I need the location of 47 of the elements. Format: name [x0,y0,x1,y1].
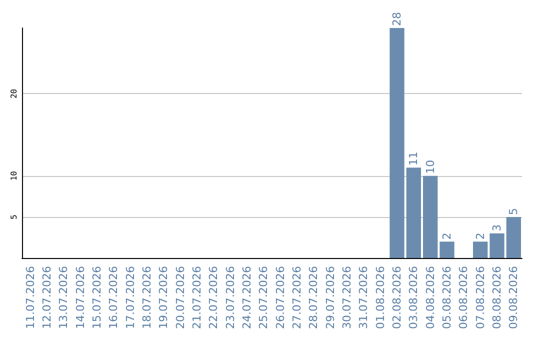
x-tick-label: 09.08.2026 [507,266,520,330]
x-tick-label: 31.07.2026 [357,266,370,330]
bar [490,233,504,258]
x-tick-label: 30.07.2026 [340,266,354,330]
data-label: 5 [507,208,520,215]
bar [390,28,404,258]
x-tick-label: 18.07.2026 [140,266,154,330]
data-label: 3 [490,224,504,232]
x-tick-label: 14.07.2026 [74,266,87,330]
x-tick-label: 17.07.2026 [124,266,137,330]
x-tick-label: 22.07.2026 [207,266,220,330]
y-tick-label: 10 [10,170,18,181]
x-tick-label: 03.08.2026 [407,266,420,330]
x-tick-label: 02.08.2026 [390,266,404,330]
data-label: 2 [474,232,487,240]
x-tick-label: 20.07.2026 [174,266,187,330]
x-tick-label: 04.08.2026 [424,266,437,330]
x-tick-label: 15.07.2026 [90,266,104,330]
x-tick-label: 23.07.2026 [224,266,237,330]
x-tick-label: 28.07.2026 [307,266,320,330]
bar [473,242,488,258]
y-tick-label: 20 [10,88,18,99]
x-tick-label: 05.08.2026 [440,266,454,330]
data-label: 11 [407,152,420,166]
x-tick-label: 27.07.2026 [290,266,304,330]
x-tick-label: 25.07.2026 [257,266,270,330]
x-tick-label: 24.07.2026 [240,266,254,330]
x-tick-label: 12.07.2026 [40,266,54,330]
data-label: 10 [424,160,437,174]
x-tick-label: 11.07.2026 [24,266,37,330]
data-label: 28 [390,12,404,26]
x-tick-label: 29.07.2026 [324,266,337,330]
x-tick-label: 13.07.2026 [57,266,70,330]
bar [423,176,438,258]
x-tick-label: 16.07.2026 [107,266,120,330]
bar [406,168,421,258]
x-tick-label: 19.07.2026 [157,266,170,330]
bar [440,242,454,258]
x-tick-label: 08.08.2026 [490,266,504,330]
data-label: 2 [440,232,454,240]
x-tick-label: 06.08.2026 [457,266,470,330]
x-tick-label: 21.07.2026 [190,266,204,330]
x-tick-label: 01.08.2026 [374,266,387,330]
x-tick-label: 07.08.2026 [474,266,487,330]
x-tick-label: 26.07.2026 [274,266,287,330]
bar [506,216,521,258]
y-tick-label: 5 [10,214,18,220]
